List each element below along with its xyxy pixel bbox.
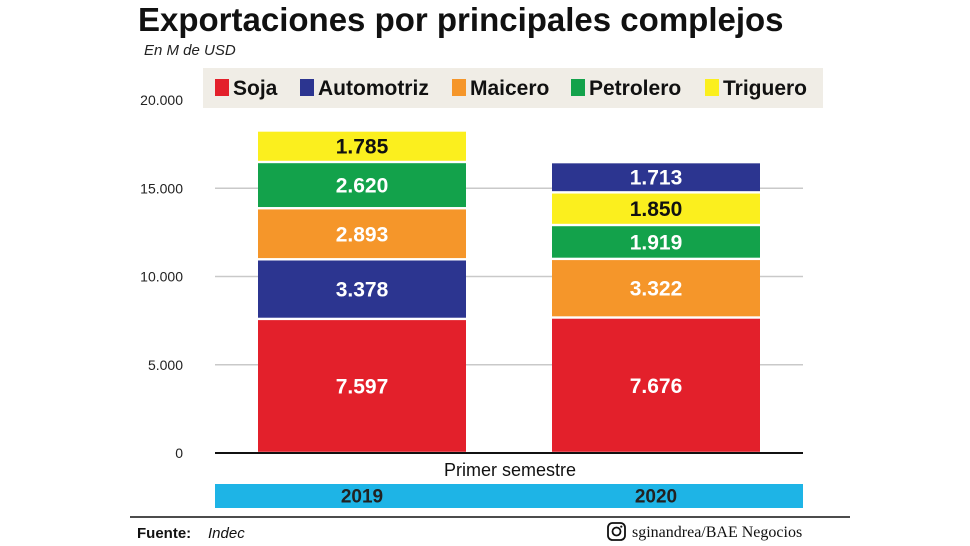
legend-swatch-soja: [215, 79, 229, 96]
bar-segment-2020-petrolero: [552, 226, 760, 258]
legend-label-maicero: Maicero: [470, 77, 549, 100]
bar-segment-2020-soja: [552, 318, 760, 452]
credit-text: sginandrea/BAE Negocios: [632, 524, 802, 541]
legend-item-soja: Soja: [215, 77, 278, 100]
data-label-2020-maicero: 3.322: [630, 278, 683, 301]
legend-label-automotriz: Automotriz: [318, 77, 429, 100]
chart-title: Exportaciones por principales complejos: [138, 1, 784, 38]
legend-label-petrolero: Petrolero: [589, 77, 681, 100]
data-label-2019-petrolero: 2.620: [336, 175, 389, 198]
bar-segment-2019-soja: [258, 320, 466, 452]
y-tick-label: 5.000: [148, 357, 183, 373]
bar-segment-2019-petrolero: [258, 163, 466, 208]
data-label-2019-maicero: 2.893: [336, 223, 389, 246]
x-axis-label: Primer semestre: [444, 460, 576, 480]
data-label-2020-triguero: 1.850: [630, 198, 683, 221]
legend-label-triguero: Triguero: [723, 77, 807, 100]
year-labels: 2019 2020: [341, 487, 677, 508]
legend: Soja Automotriz Maicero Petrolero Triguero: [203, 68, 823, 108]
bar-segment-2020-maicero: [552, 260, 760, 317]
bar-stack-2019: 7.597 3.378 2.893 2.620 1.785: [258, 131, 466, 452]
chart-subtitle: En M de USD: [144, 42, 236, 59]
year-band: [215, 484, 803, 508]
bar-segment-2020-triguero: [552, 193, 760, 224]
legend-swatch-automotriz: [300, 79, 314, 96]
legend-item-maicero: Maicero: [452, 77, 549, 100]
instagram-icon: [607, 522, 626, 541]
source-label: Fuente:: [137, 525, 191, 542]
legend-item-petrolero: Petrolero: [571, 77, 681, 100]
legend-swatch-maicero: [452, 79, 466, 96]
x-tick-label-2020: 2020: [635, 487, 677, 508]
y-axis-ticks: 0 5.000 10.000 15.000 20.000: [140, 92, 183, 461]
source-value: Indec: [208, 525, 245, 542]
legend-swatch-petrolero: [571, 79, 585, 96]
bar-stack-2020: 7.676 3.322 1.919 1.850 1.713: [552, 163, 760, 452]
legend-swatch-triguero: [705, 79, 719, 96]
bar-segment-2019-automotriz: [258, 260, 466, 318]
bar-segment-2020-automotriz: [552, 163, 760, 192]
y-tick-label: 10.000: [140, 269, 183, 285]
data-label-2019-triguero: 1.785: [336, 136, 389, 159]
legend-items: Soja Automotriz Maicero Petrolero Triguero: [215, 77, 807, 100]
bars: 7.597 3.378 2.893 2.620 1.785 7.676 3.322 1.919…: [258, 131, 760, 452]
data-label-2020-automotriz: 1.713: [630, 167, 683, 190]
y-tick-label: 20.000: [140, 92, 183, 108]
data-label-2019-soja: 7.597: [336, 375, 389, 398]
legend-label-soja: Soja: [233, 77, 278, 100]
y-tick-label: 15.000: [140, 180, 183, 196]
legend-item-triguero: Triguero: [705, 77, 807, 100]
x-tick-label-2019: 2019: [341, 487, 383, 508]
legend-item-automotriz: Automotriz: [300, 77, 429, 100]
data-label-2019-automotriz: 3.378: [336, 279, 389, 302]
data-label-2020-petrolero: 1.919: [630, 231, 683, 254]
y-tick-label: 0: [175, 445, 183, 461]
data-label-2020-soja: 7.676: [630, 375, 683, 398]
bar-segment-2019-triguero: [258, 131, 466, 161]
bar-segment-2019-maicero: [258, 209, 466, 259]
